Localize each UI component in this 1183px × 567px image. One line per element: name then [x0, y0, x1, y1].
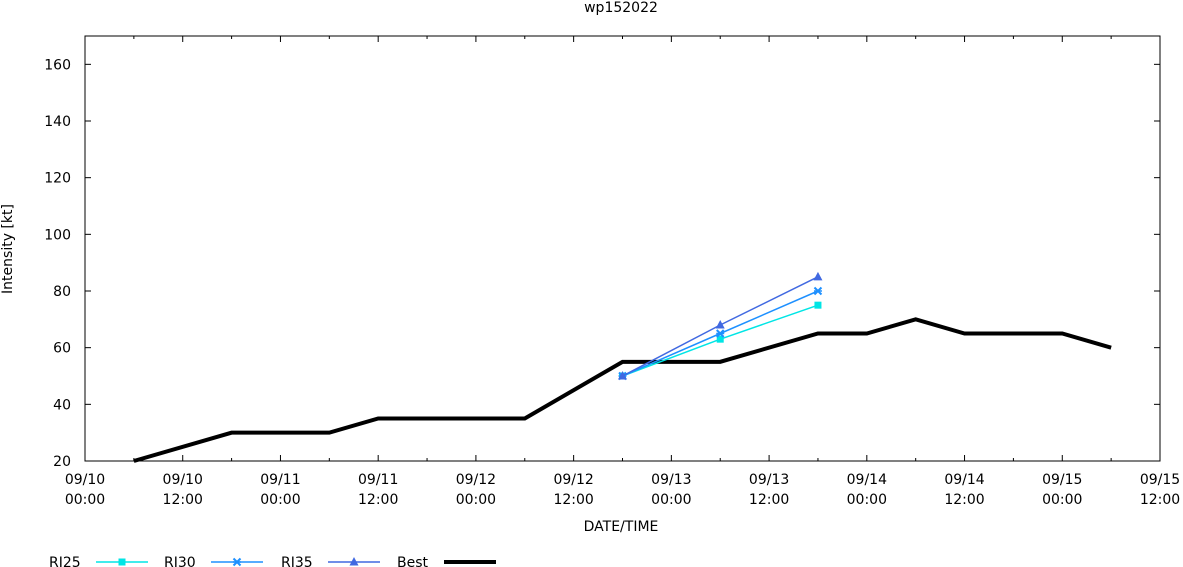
plot-frame	[84, 35, 1161, 462]
y-tick-label: 100	[44, 227, 71, 243]
legend: RI25 RI30 RI35 Best	[49, 555, 496, 567]
data-point-ri30	[716, 329, 725, 338]
x-tick-label-date: 09/12	[553, 472, 593, 488]
x-tick-label-time: 12:00	[749, 492, 789, 508]
legend-marker	[232, 557, 242, 567]
x-tick-label-time: 12:00	[1140, 492, 1180, 508]
legend-label: Best	[397, 555, 429, 567]
series-best	[133, 317, 1112, 463]
y-tick-label: 40	[53, 397, 71, 413]
x-tick-label-time: 12:00	[553, 492, 593, 508]
legend-item-ri25: RI25	[49, 555, 148, 567]
legend-item-best: Best	[397, 555, 496, 567]
x-tick-label-time: 00:00	[260, 492, 300, 508]
x-tick-label-date: 09/11	[358, 472, 398, 488]
data-point-ri35	[618, 371, 627, 380]
x-tick-label-time: 00:00	[847, 492, 887, 508]
y-axis-label: Intensity [kt]	[0, 204, 16, 294]
y-tick-label: 120	[44, 171, 71, 187]
x-tick-label-date: 09/14	[847, 472, 887, 488]
x-tick-label-date: 09/15	[1140, 472, 1180, 488]
series-line-best	[133, 317, 1112, 463]
y-tick-label: 60	[53, 341, 71, 357]
x-tick-label-time: 12:00	[163, 492, 203, 508]
x-tick-label-time: 00:00	[65, 492, 105, 508]
x-tick-label-time: 00:00	[1042, 492, 1082, 508]
y-tick-label: 20	[53, 454, 71, 470]
legend-label: RI25	[49, 555, 81, 567]
x-tick-label-date: 09/11	[260, 472, 300, 488]
data-point-ri25	[716, 335, 724, 343]
x-tick-label-time: 00:00	[456, 492, 496, 508]
x-tick-label-date: 09/13	[651, 472, 691, 488]
legend-label: RI35	[281, 555, 313, 567]
x-tick-label-time: 12:00	[944, 492, 984, 508]
y-tick-label: 160	[44, 57, 71, 73]
data-point-ri35	[715, 320, 725, 329]
x-tick-label-time: 12:00	[358, 492, 398, 508]
data-point-ri35	[813, 271, 823, 281]
x-tick-label-date: 09/10	[65, 472, 105, 488]
legend-label: RI30	[164, 555, 196, 567]
y-tick-label: 140	[44, 114, 71, 130]
legend-marker	[349, 557, 359, 566]
data-point-ri25	[814, 301, 822, 309]
legend-item-ri30: RI30	[164, 555, 263, 567]
x-tick-label-date: 09/13	[749, 472, 789, 488]
x-axis-label: DATE/TIME	[584, 519, 659, 535]
x-tick-label-date: 09/14	[944, 472, 984, 488]
chart-title: wp152022	[584, 0, 658, 16]
data-point-ri30	[813, 286, 823, 296]
x-tick-label-time: 00:00	[651, 492, 691, 508]
x-tick-label-date: 09/10	[163, 472, 203, 488]
x-tick-label-date: 09/15	[1042, 472, 1082, 488]
y-tick-label: 80	[53, 284, 71, 300]
legend-item-ri35: RI35	[281, 555, 380, 567]
series-layer	[133, 271, 1112, 463]
x-tick-label-date: 09/12	[456, 472, 496, 488]
axes: 20 40 60 80 100 120 140 160 09/10 00:00 09/10 12:00…	[44, 35, 1180, 508]
legend-marker	[118, 558, 126, 566]
series-ri35	[618, 271, 823, 380]
